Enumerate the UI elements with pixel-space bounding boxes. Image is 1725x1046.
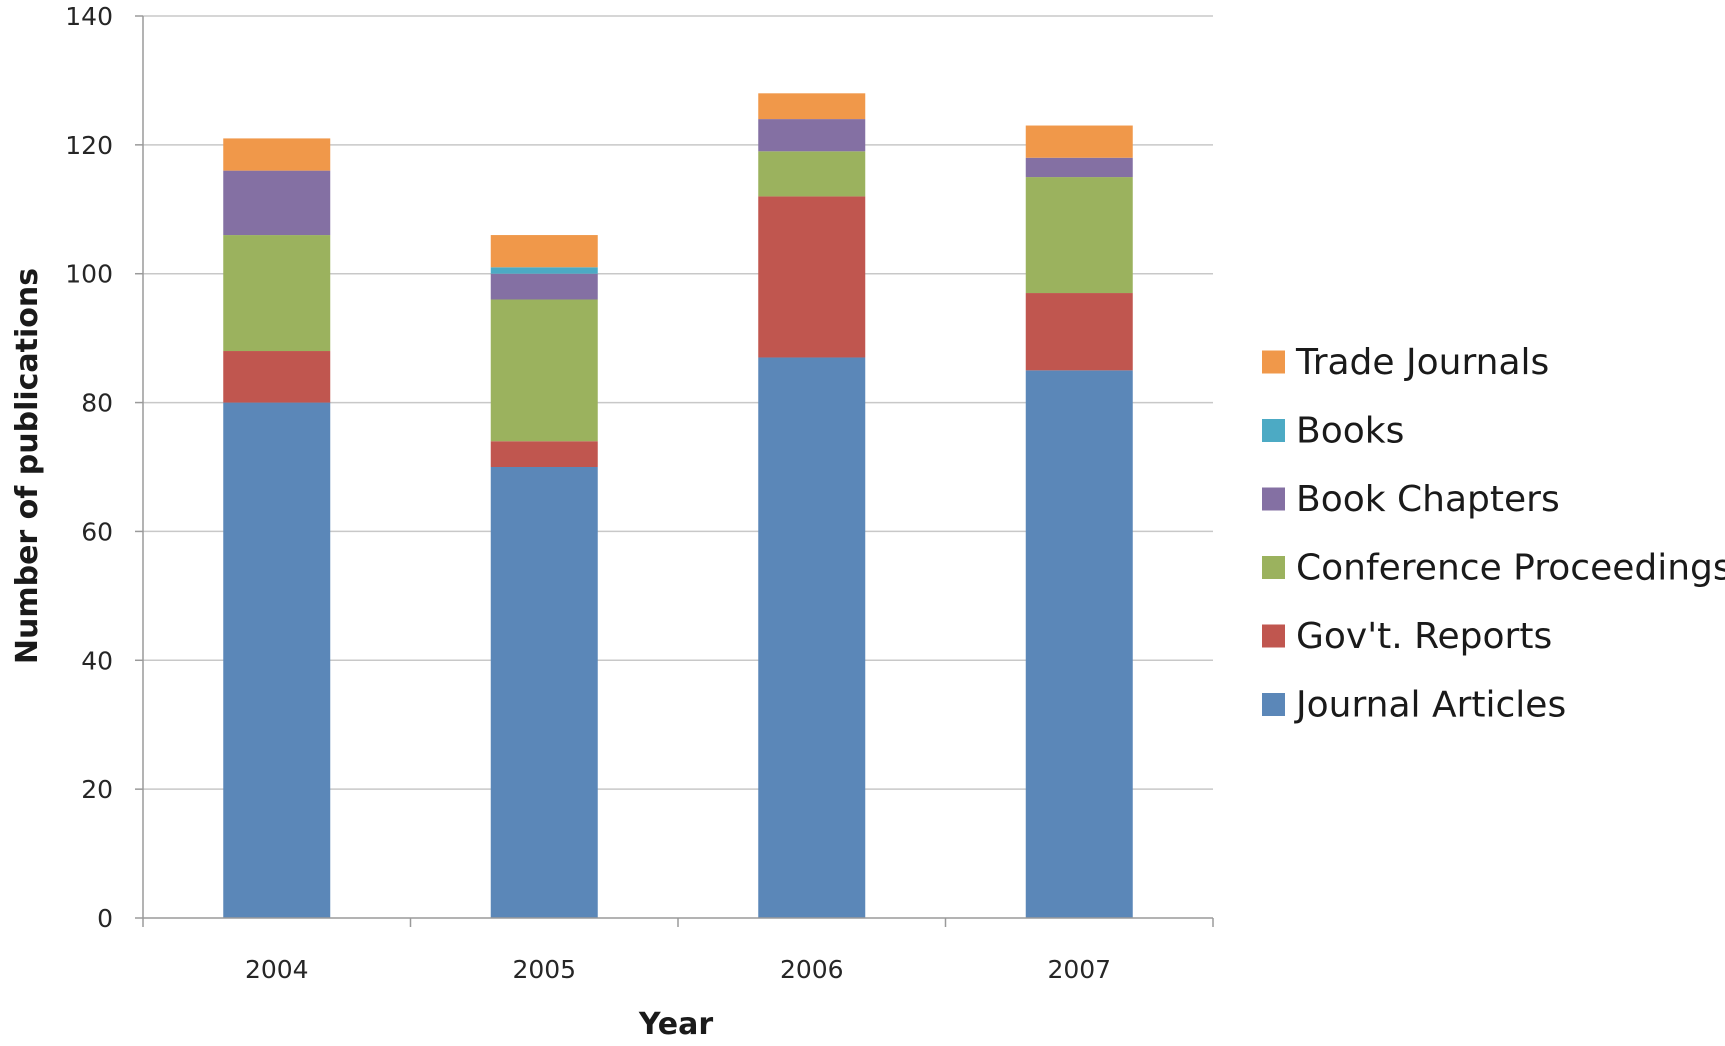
bars <box>223 93 1133 919</box>
bar-book-chapters-2004 <box>223 170 331 236</box>
x-axis-title: Year <box>638 1007 714 1041</box>
axes: 0 20 40 60 80 100 120 140 2004 2005 2006 2007 <box>65 2 1214 984</box>
bar-book-chapters-2006 <box>758 119 866 152</box>
bar-book-chapters-2005 <box>490 273 598 300</box>
y-tick-label: 0 <box>97 904 113 933</box>
legend-swatch-journal-articles <box>1262 693 1285 716</box>
bar-book-chapters-2007 <box>1025 157 1133 178</box>
legend-label-conference-proceedings: Conference Proceedings <box>1296 548 1725 589</box>
bar-journal-articles-2006 <box>758 357 866 918</box>
y-tick-label: 120 <box>65 131 113 160</box>
bar-journal-articles-2005 <box>490 467 598 918</box>
legend-swatch-books <box>1262 419 1285 442</box>
legend-swatch-gov-t-reports <box>1262 624 1285 648</box>
legend-swatch-conference-proceedings <box>1262 556 1285 579</box>
bar-gov-t-reports-2005 <box>490 441 598 467</box>
bar-conference-proceedings-2005 <box>490 299 598 442</box>
x-tick-label: 2007 <box>1047 955 1111 984</box>
bar-trade-journals-2004 <box>223 138 331 171</box>
y-tick-label: 40 <box>81 646 113 675</box>
bar-journal-articles-2004 <box>223 402 331 919</box>
bar-gov-t-reports-2007 <box>1025 293 1133 371</box>
bar-conference-proceedings-2004 <box>223 235 331 352</box>
bar-gov-t-reports-2006 <box>758 196 866 358</box>
y-tick-label: 100 <box>65 260 113 289</box>
bar-trade-journals-2007 <box>1025 125 1133 158</box>
legend-swatch-trade-journals <box>1262 350 1285 374</box>
bar-books-2005 <box>490 267 598 274</box>
bar-trade-journals-2006 <box>758 93 866 120</box>
bar-conference-proceedings-2006 <box>758 151 866 197</box>
bar-journal-articles-2007 <box>1025 370 1133 918</box>
legend-swatch-book-chapters <box>1262 487 1285 511</box>
legend: Trade Journals Books Book Chapters Conferen… <box>1262 342 1725 726</box>
y-tick-label: 140 <box>65 2 113 31</box>
x-tick-label: 2004 <box>245 955 309 984</box>
legend-label-trade-journals: Trade Journals <box>1295 342 1549 383</box>
legend-label-book-chapters: Book Chapters <box>1296 479 1560 520</box>
bar-conference-proceedings-2007 <box>1025 177 1133 294</box>
bar-trade-journals-2005 <box>490 235 598 268</box>
legend-label-books: Books <box>1296 411 1404 452</box>
legend-label-gov-t-reports: Gov't. Reports <box>1296 616 1552 657</box>
bar-gov-t-reports-2004 <box>223 351 331 403</box>
legend-label-journal-articles: Journal Articles <box>1294 685 1566 726</box>
y-axis-title: Number of publications <box>10 268 45 664</box>
y-tick-label: 80 <box>81 389 113 418</box>
y-tick-label: 60 <box>81 517 113 546</box>
x-tick-label: 2006 <box>780 955 844 984</box>
x-tick-label: 2005 <box>512 955 576 984</box>
y-tick-label: 20 <box>81 775 113 804</box>
